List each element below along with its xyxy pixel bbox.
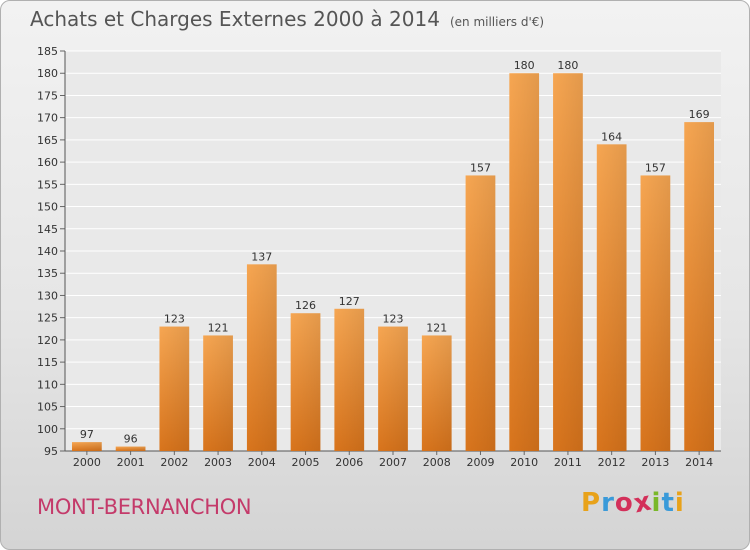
logo-letter: i (651, 488, 662, 518)
y-tick-label: 180 (37, 67, 58, 80)
y-tick-label: 105 (37, 401, 58, 414)
bar-shade (378, 326, 408, 451)
y-tick-label: 170 (37, 112, 58, 125)
data-label: 137 (251, 250, 272, 263)
y-tick-label: 135 (37, 267, 58, 280)
logo-letter: t (661, 488, 675, 518)
data-label: 180 (514, 59, 535, 72)
x-tick-label: 2011 (554, 456, 582, 469)
data-label: 180 (557, 59, 578, 72)
bar-shade (684, 122, 715, 451)
y-tick-label: 110 (37, 378, 58, 391)
x-tick-label: 2004 (248, 456, 276, 469)
bar-shade (159, 326, 190, 451)
x-tick-label: 2002 (160, 456, 188, 469)
data-label: 157 (470, 161, 491, 174)
data-label: 164 (601, 130, 622, 143)
proxiti-logo: Proxiti (581, 486, 685, 519)
bar-shade (596, 144, 627, 452)
x-tick-label: 2008 (423, 456, 451, 469)
chart-title: Achats et Charges Externes 2000 à 2014 (e… (30, 7, 544, 31)
location-name: MONT-BERNANCHON (37, 495, 252, 519)
y-tick-label: 165 (37, 134, 58, 147)
data-label: 96 (124, 433, 138, 446)
bar-layer (71, 73, 715, 452)
data-label: 126 (295, 299, 316, 312)
x-tick-label: 2009 (466, 456, 494, 469)
logo-letter: o (614, 488, 634, 518)
logo-letter: P (581, 488, 602, 518)
x-tick-label: 2001 (117, 456, 145, 469)
bar-shade (290, 313, 321, 451)
bar-shade (553, 73, 583, 451)
y-tick-label: 145 (37, 223, 58, 236)
bar-shade (509, 73, 540, 451)
x-tick-label: 2003 (204, 456, 232, 469)
x-tick-label: 2014 (685, 456, 713, 469)
data-label: 121 (208, 321, 229, 334)
data-label: 157 (645, 161, 666, 174)
y-tick-label: 150 (37, 201, 58, 214)
bar-shade (203, 335, 233, 451)
y-tick-label: 160 (37, 156, 58, 169)
logo-letter: i (674, 488, 685, 518)
y-tick-label: 125 (37, 312, 58, 325)
y-tick-label: 175 (37, 89, 58, 102)
bar-shade (465, 175, 496, 451)
x-tick-label: 2010 (510, 456, 538, 469)
y-tick-label: 155 (37, 178, 58, 191)
data-label: 121 (426, 321, 447, 334)
chart-title-text: Achats et Charges Externes 2000 à 2014 (30, 7, 440, 31)
bar-shade (71, 442, 102, 451)
bar-shade (246, 264, 277, 451)
x-tick-label: 2007 (379, 456, 407, 469)
y-tick-label: 95 (44, 445, 58, 458)
bar-shade (421, 335, 452, 451)
bar-shade (640, 175, 671, 451)
y-tick-label: 140 (37, 245, 58, 258)
data-label: 169 (689, 108, 710, 121)
x-tick-label: 2006 (335, 456, 363, 469)
y-tick-label: 120 (37, 334, 58, 347)
x-tick-label: 2012 (598, 456, 626, 469)
data-label: 127 (339, 295, 360, 308)
x-tick-label: 2013 (641, 456, 669, 469)
bar-shade (115, 446, 146, 451)
x-tick-label: 2005 (292, 456, 320, 469)
logo-letter: r (601, 488, 615, 518)
y-tick-label: 100 (37, 423, 58, 436)
data-label: 97 (80, 428, 94, 441)
y-tick-label: 130 (37, 289, 58, 302)
y-tick-label: 115 (37, 356, 58, 369)
data-label: 123 (383, 313, 404, 326)
y-tick-label: 185 (37, 45, 58, 58)
bar-shade (334, 308, 365, 451)
label-layer: 95 100 105 110 115 120 125 130 135 140 145 150 155 16… (37, 45, 713, 469)
x-tick-label: 2000 (73, 456, 101, 469)
chart-subtitle: (en milliers d'€) (449, 15, 545, 29)
data-label: 123 (164, 313, 185, 326)
